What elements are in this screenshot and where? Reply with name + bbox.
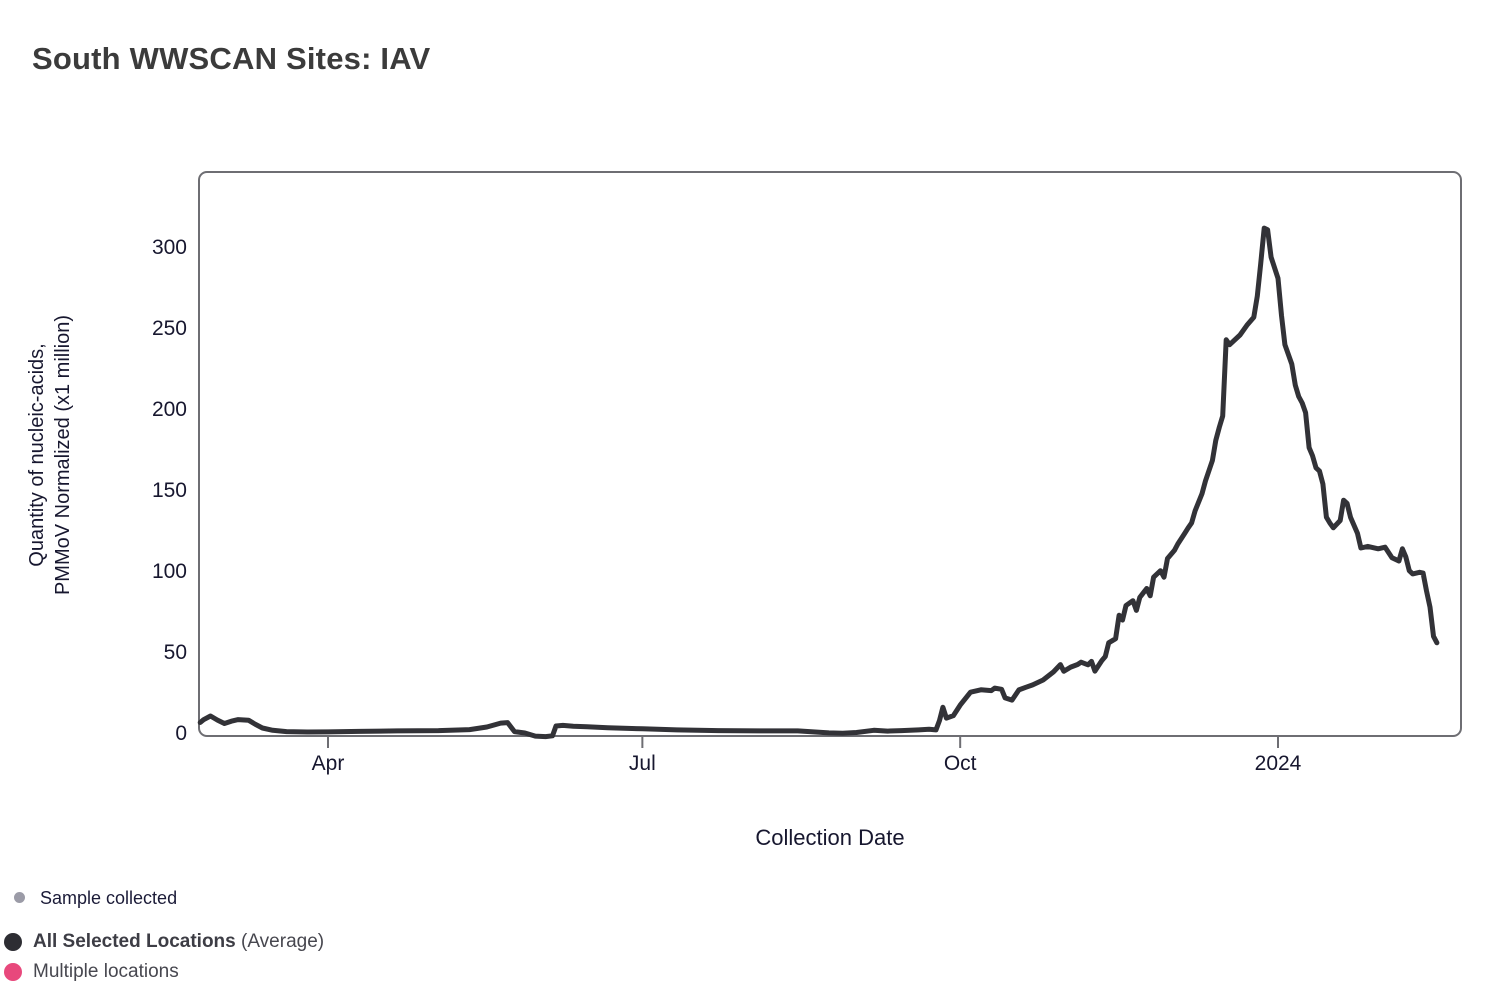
y-tick-label: 100 — [151, 559, 187, 583]
plot-panel-frame — [198, 171, 1462, 737]
average-line-series — [197, 225, 1440, 740]
x-tick-label: Oct — [943, 752, 977, 775]
y-tick-label: 0 — [175, 721, 187, 745]
legend-label-average-suffix: (Average) — [235, 931, 325, 952]
page-title: South WWSCAN Sites: IAV — [32, 41, 431, 76]
y-tick-label: 200 — [151, 397, 187, 421]
legend-label-all-selected-bold: All Selected Locations — [33, 931, 236, 952]
x-axis-tick-marks — [327, 737, 1279, 748]
legend-label-sample-collected: Sample collected — [40, 888, 178, 908]
y-tick-label: 150 — [151, 478, 187, 502]
all-selected-locations-dot-icon — [4, 933, 22, 951]
x-tick-label: Jul — [628, 752, 656, 775]
sample-collected-dot-icon — [14, 892, 25, 903]
y-tick-label: 250 — [151, 316, 187, 340]
y-axis-title-line2: PMMoV Normalized (x1 million) — [52, 314, 74, 596]
x-tick-label: 2024 — [1254, 752, 1302, 775]
legend-label-all-selected-locations: All Selected Locations (Average) — [33, 931, 324, 953]
y-tick-label: 50 — [163, 640, 187, 664]
legend-label-multiple-locations: Multiple locations — [33, 961, 179, 982]
x-axis-title: Collection Date — [755, 825, 905, 850]
multiple-locations-dot-icon — [4, 963, 22, 981]
y-axis-title: Quantity of nucleic-acids, PMMoV Normali… — [24, 235, 76, 675]
y-axis-title-line1: Quantity of nucleic-acids, — [26, 343, 48, 567]
x-tick-label: Apr — [311, 752, 345, 775]
y-tick-label: 300 — [151, 235, 187, 259]
